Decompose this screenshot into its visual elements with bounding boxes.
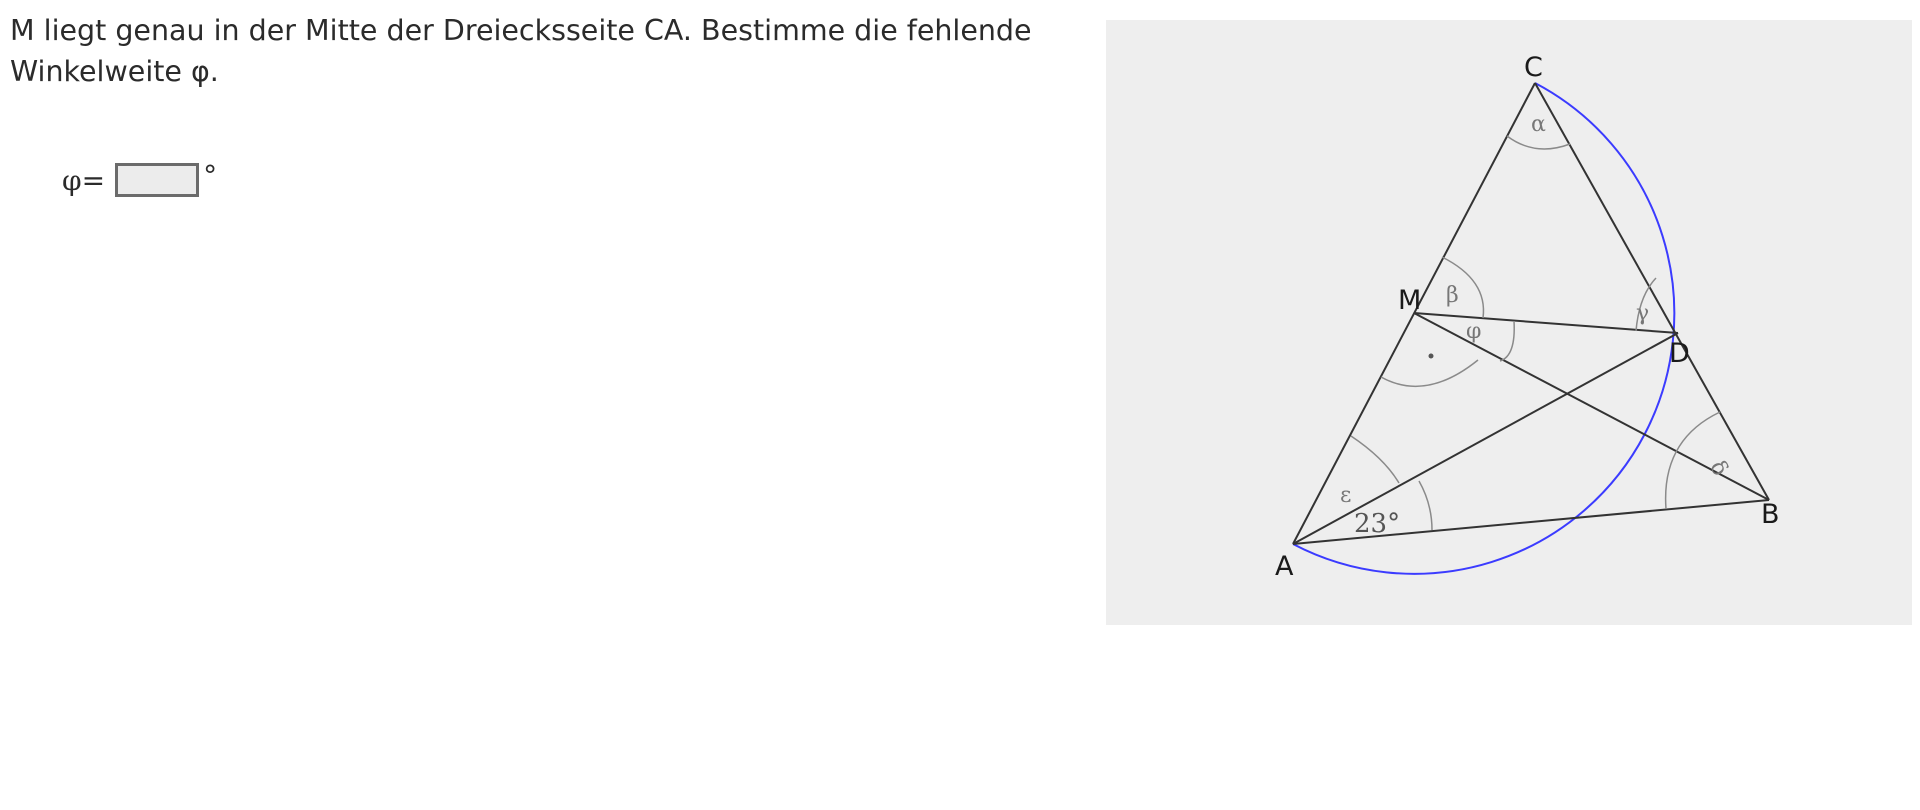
geometry-figure: C M D B A α β φ γ δ ε 23°	[1106, 20, 1912, 625]
point-label-m: M	[1398, 285, 1421, 316]
side-ab	[1292, 499, 1770, 545]
right-angle-dot	[1428, 353, 1434, 359]
angle-label-alpha: α	[1531, 112, 1546, 137]
angle-label-given-23: 23°	[1354, 509, 1400, 539]
degree-unit: °	[203, 158, 218, 192]
point-label-b: B	[1761, 499, 1780, 530]
angle-arc-epsilon	[1350, 435, 1400, 484]
answer-row: φ= °	[62, 158, 218, 200]
phi-answer-input[interactable]	[115, 163, 200, 197]
segment-mb	[1413, 312, 1770, 501]
side-cb	[1534, 82, 1770, 501]
angle-arc-alpha	[1506, 135, 1571, 150]
angle-arc-right	[1380, 359, 1479, 388]
angle-arc-23	[1418, 480, 1433, 531]
angle-arc-beta	[1441, 256, 1485, 319]
angle-label-phi: φ	[1466, 319, 1481, 344]
point-label-d: D	[1669, 338, 1690, 369]
angle-arc-gamma	[1635, 277, 1657, 332]
angle-label-delta: δ	[1704, 456, 1732, 480]
task-text: M liegt genau in der Mitte der Dreieckss…	[10, 10, 1070, 92]
angle-arc-phi	[1499, 320, 1515, 362]
angle-arc-delta	[1664, 411, 1721, 510]
point-label-a: A	[1275, 551, 1294, 582]
segment-ad	[1292, 332, 1679, 545]
point-label-c: C	[1524, 52, 1543, 83]
geometry-diagram: C M D B A α β φ γ δ ε 23°	[1275, 52, 1780, 582]
segment-md	[1413, 312, 1679, 334]
phi-answer-label: φ=	[62, 163, 106, 197]
angle-label-gamma: γ	[1636, 301, 1649, 326]
angle-label-epsilon: ε	[1340, 483, 1351, 508]
angle-label-beta: β	[1446, 283, 1459, 308]
task-statement: M liegt genau in der Mitte der Dreieckss…	[10, 14, 1032, 88]
